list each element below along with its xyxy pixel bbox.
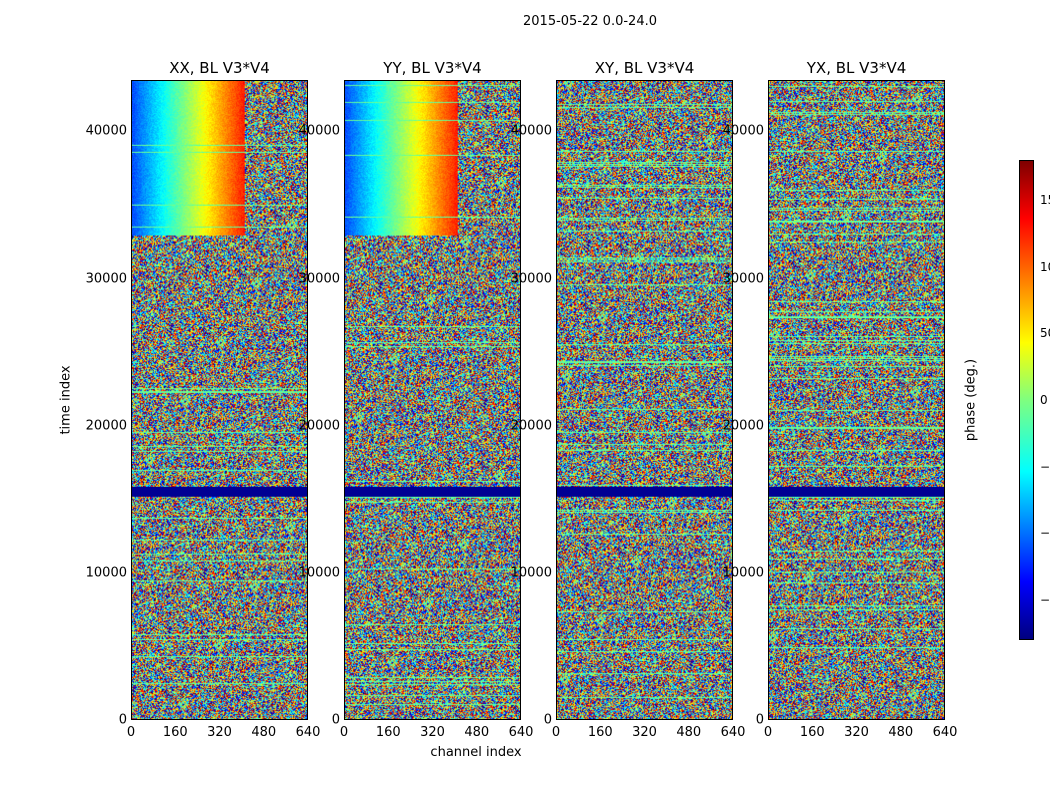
y-tick-label: 30000 [85,271,127,287]
heatmap-panel-xy [556,80,733,720]
colorbar-tick-label: 50 [1040,326,1050,341]
y-tick-label: 30000 [722,271,764,287]
x-tick-label: 640 [720,725,746,740]
x-tick-label: 480 [888,725,914,740]
figure-title: 2015-05-22 0.0-24.0 [523,14,657,29]
x-tick-label: 0 [126,725,136,740]
colorbar-tick-label: 100 [1040,259,1050,274]
panel-title-xy: XY, BL V3*V4 [594,59,695,77]
y-tick-label: 40000 [298,123,340,139]
x-tick-label: 0 [551,725,561,740]
x-tick-label: 320 [420,725,445,740]
x-tick-label: 320 [207,725,232,740]
y-tick-label: 40000 [85,123,127,139]
y-tick-label: 10000 [85,565,127,581]
y-tick-label: 40000 [722,123,764,139]
y-tick-label: 20000 [722,418,764,434]
y-tick-label: 10000 [298,565,340,581]
y-tick-label: 30000 [510,271,552,287]
panel-title-yx: YX, BL V3*V4 [806,59,907,77]
x-tick-label: 480 [464,725,490,740]
panel-title-yy: YY, BL V3*V4 [383,59,482,77]
panel-title-xx: XX, BL V3*V4 [169,59,270,77]
x-tick-label: 0 [339,725,349,740]
y-tick-label: 0 [331,712,340,728]
x-tick-label: 160 [799,725,825,740]
y-axis-label: time index [58,365,74,435]
x-tick-label: 160 [162,725,188,740]
colorbar [1019,160,1034,640]
colorbar-tick-label: 0 [1040,393,1048,407]
y-tick-label: 40000 [510,123,552,139]
x-tick-label: 320 [844,725,869,740]
x-tick-label: 160 [375,725,401,740]
y-tick-label: 30000 [298,271,340,287]
x-axis-label: channel index [430,745,522,760]
colorbar-tick-label: −100 [1040,526,1050,541]
x-tick-label: 320 [632,725,657,740]
y-tick-label: 20000 [85,418,127,434]
x-tick-label: 480 [251,725,277,740]
y-tick-label: 10000 [722,565,764,581]
x-tick-label: 160 [587,725,613,740]
heatmap-panel-yx [768,80,945,720]
y-tick-label: 0 [543,712,552,728]
heatmap-panel-yy [344,80,521,720]
colorbar-tick-label: 150 [1040,193,1050,207]
y-tick-label: 0 [118,712,127,728]
x-tick-label: 640 [932,725,958,740]
colorbar-tick-label: −150 [1040,593,1050,607]
x-tick-label: 640 [295,725,321,740]
x-tick-label: 640 [508,725,534,740]
y-tick-label: 10000 [510,565,552,581]
colorbar-tick-label: −50 [1040,459,1050,474]
x-tick-label: 0 [763,725,773,740]
y-tick-label: 20000 [510,418,552,434]
y-tick-label: 20000 [298,418,340,434]
colorbar-label: phase (deg.) [963,358,979,442]
y-tick-label: 0 [755,712,764,728]
heatmap-panel-xx [131,80,308,720]
x-tick-label: 480 [676,725,702,740]
